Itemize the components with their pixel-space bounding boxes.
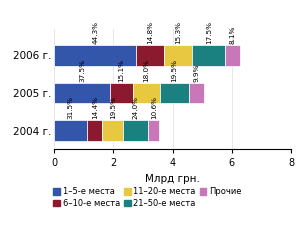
Legend: 1–5-е места, 6–10-е места, 11–20-е места, 21–50-е места, Прочие: 1–5-е места, 6–10-е места, 11–20-е места… [53,187,242,208]
Bar [189,83,204,103]
Text: 31.5%: 31.5% [68,96,74,120]
Text: 8.1%: 8.1% [230,26,236,44]
Text: 24.0%: 24.0% [133,96,139,120]
Bar [225,45,240,66]
Text: 18.0%: 18.0% [143,59,149,82]
Bar [192,45,225,66]
Text: 10.6%: 10.6% [151,96,157,120]
Bar [133,83,160,103]
Bar [148,120,160,141]
Text: 37.5%: 37.5% [79,59,85,82]
Text: 44.3%: 44.3% [92,21,98,44]
Text: 9.9%: 9.9% [193,63,199,82]
Bar [123,120,148,141]
Bar [160,83,189,103]
Bar [136,45,164,66]
Text: 15.1%: 15.1% [118,59,124,82]
Text: 17.5%: 17.5% [206,21,212,44]
Bar [110,83,133,103]
X-axis label: Млрд грн.: Млрд грн. [145,174,200,184]
Bar [54,45,136,66]
Text: 19.5%: 19.5% [110,96,116,120]
Text: 19.5%: 19.5% [171,59,177,82]
Bar [54,120,87,141]
Text: 14.8%: 14.8% [147,21,153,44]
Text: 14.4%: 14.4% [92,96,98,120]
Bar [87,120,102,141]
Bar [102,120,123,141]
Bar [164,45,192,66]
Text: 15.3%: 15.3% [175,21,181,44]
Bar [54,83,110,103]
